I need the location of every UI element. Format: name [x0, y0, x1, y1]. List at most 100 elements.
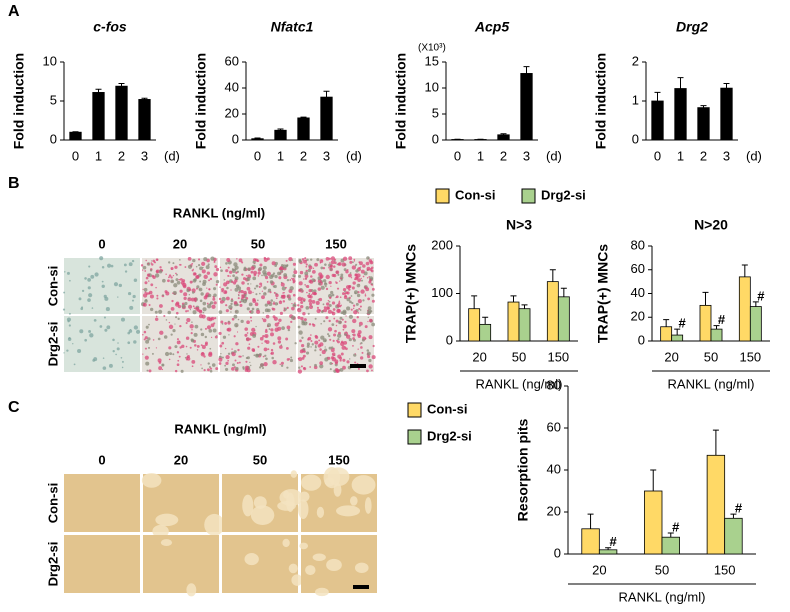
cell — [301, 365, 303, 367]
cell — [360, 266, 361, 267]
chart-title: Acp5 — [474, 19, 509, 35]
cell — [360, 342, 362, 344]
cell — [282, 295, 286, 299]
x-axis-label: (d) — [346, 148, 362, 163]
cell — [215, 367, 218, 370]
error-bar — [471, 296, 477, 309]
cell — [219, 287, 220, 288]
cell — [309, 305, 313, 309]
y-tick-label: 0 — [232, 131, 239, 146]
cell — [144, 338, 146, 340]
cell — [158, 358, 162, 362]
cell — [202, 307, 206, 311]
cell — [339, 317, 342, 320]
pit — [289, 564, 298, 574]
cell — [187, 310, 189, 312]
cell — [344, 296, 347, 299]
cell — [300, 317, 303, 320]
cell — [300, 301, 303, 304]
cell — [274, 317, 278, 321]
cell — [267, 309, 271, 313]
cell — [281, 326, 285, 330]
cell — [360, 356, 363, 359]
cell — [223, 282, 227, 286]
cell — [197, 349, 198, 350]
cell — [169, 359, 171, 361]
bar — [582, 529, 600, 554]
cell — [250, 283, 251, 284]
cell — [72, 343, 73, 344]
legend-swatch — [436, 189, 449, 203]
bar — [662, 537, 680, 554]
x-tick-label: 1 — [477, 148, 484, 163]
cell — [216, 335, 217, 336]
error-bar — [561, 288, 567, 297]
cell — [353, 304, 355, 306]
row-label: Drg2-si — [45, 322, 60, 367]
cell — [342, 263, 346, 267]
cell — [63, 309, 65, 311]
cell — [129, 306, 133, 310]
cell — [193, 269, 194, 270]
cell — [320, 323, 322, 325]
row-label: Drg2-si — [45, 542, 60, 587]
cell — [358, 312, 359, 313]
cell — [330, 368, 332, 370]
cell — [253, 354, 255, 356]
cell — [223, 336, 226, 339]
cell — [306, 263, 308, 265]
cell — [207, 368, 210, 371]
cell — [222, 323, 224, 325]
pit — [317, 507, 324, 518]
cell — [353, 308, 354, 309]
cell — [149, 304, 151, 306]
cell — [358, 299, 362, 303]
cell — [200, 292, 203, 295]
cell — [369, 319, 373, 323]
cell — [267, 348, 269, 350]
chart-title: N>20 — [694, 217, 728, 233]
cell — [162, 294, 164, 296]
cell — [149, 369, 152, 372]
cell — [219, 298, 221, 300]
y-tick-label: 80 — [547, 377, 561, 392]
cell — [297, 316, 300, 319]
cell — [77, 349, 81, 353]
cell — [266, 336, 267, 337]
micrograph — [222, 535, 303, 593]
error-bar — [724, 83, 730, 88]
cell — [359, 325, 361, 327]
cell — [321, 286, 325, 290]
cell — [146, 277, 149, 280]
cell — [346, 291, 349, 294]
cell — [345, 315, 346, 316]
cell — [230, 311, 232, 313]
cell — [285, 338, 288, 341]
cell — [256, 310, 260, 314]
cell — [143, 293, 147, 297]
cell — [353, 333, 356, 336]
cell — [119, 284, 122, 287]
cell — [298, 357, 302, 361]
cell — [371, 270, 374, 273]
cell — [192, 259, 195, 262]
pit — [305, 565, 315, 575]
y-axis-label: Fold induction — [593, 53, 609, 149]
cell — [177, 318, 179, 320]
cell — [244, 267, 247, 270]
cell — [349, 301, 352, 304]
row-label: Con-si — [45, 483, 60, 523]
cell — [209, 348, 211, 350]
cell — [234, 323, 238, 327]
cell — [355, 269, 358, 272]
legend-label: Con-si — [455, 187, 495, 202]
cell — [145, 260, 146, 261]
cell — [167, 279, 170, 282]
cell — [338, 320, 342, 324]
cell — [156, 316, 158, 318]
cell — [207, 325, 211, 329]
y-tick-label: 60 — [225, 53, 239, 68]
cell — [354, 273, 357, 276]
cell — [241, 299, 245, 303]
